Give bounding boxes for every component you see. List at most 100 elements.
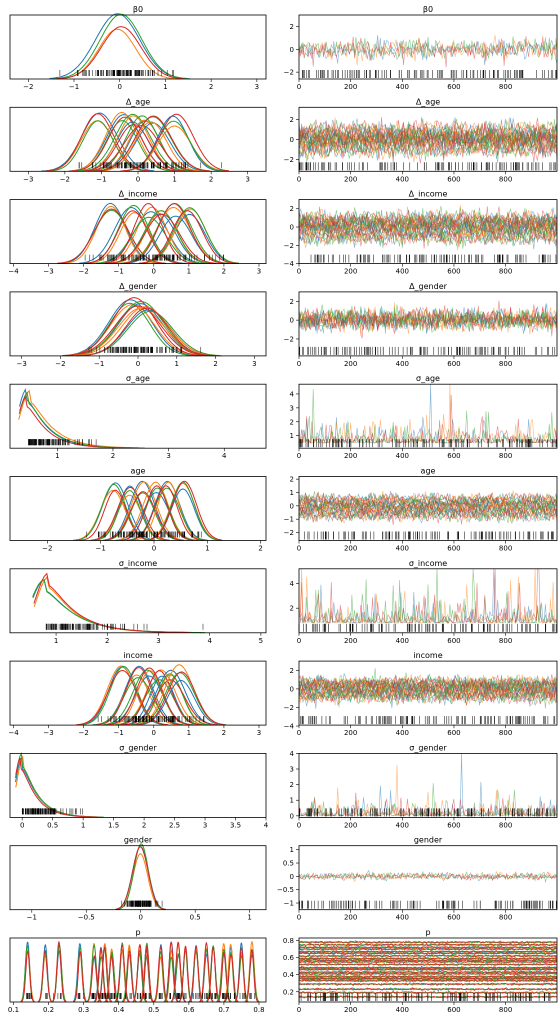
trace-line (299, 956, 557, 961)
trace-lines (299, 490, 557, 525)
trace-xtick-label: 600 (447, 268, 460, 276)
density-curves (49, 13, 190, 80)
trace-line (299, 206, 557, 228)
density-curve (234, 954, 249, 1003)
density-curve (15, 757, 100, 818)
trace-xtick-label: 800 (499, 452, 512, 460)
density-xtick-label: −2 (60, 175, 70, 183)
trace-ytick-label: −4 (284, 723, 295, 731)
trace-ytick-label: 0.2 (283, 988, 294, 996)
density-curves (20, 940, 260, 1003)
density-rug (88, 346, 202, 353)
row-6: σ_income 1 2 3 4 5 σ_income 0 200 400 600 800 2 4 (9, 559, 558, 645)
trace-axes (298, 383, 558, 449)
trace-line (299, 568, 557, 625)
density-xtick-label: −1 (94, 360, 104, 368)
trace-ytick-label: 0 (290, 502, 294, 510)
trace-lines (299, 35, 557, 68)
density-xtick-label: 2 (209, 175, 213, 183)
trace-ytick-label: 2 (290, 781, 294, 789)
trace-line (299, 969, 557, 974)
trace-rug (299, 808, 555, 817)
trace-lines (299, 869, 557, 883)
density-title: Δ_income (119, 190, 158, 199)
trace-xtick-label: 0 (297, 729, 301, 737)
density-xtick-label: 1 (175, 360, 179, 368)
trace-lines (299, 300, 557, 339)
trace-lines (299, 205, 557, 251)
density-xtick-label: −3 (43, 268, 53, 276)
trace-ytick-label: 0 (290, 317, 294, 325)
trace-line (299, 967, 557, 972)
density-title: income (123, 651, 152, 660)
trace-xtick-label: 0 (297, 452, 301, 460)
row-2: Δ_income −4 −3 −2 −1 0 1 2 3 Δ_income 0 200 400 600 80… (8, 190, 558, 276)
trace-xtick-label: 600 (447, 360, 460, 368)
trace-xtick-label: 600 (447, 637, 460, 645)
density-curve (223, 954, 239, 1003)
trace-line (299, 951, 557, 955)
trace-ytick-label: 2 (290, 23, 294, 31)
density-curve (80, 307, 216, 357)
density-axes (9, 845, 267, 911)
density-xtick-label: 0 (152, 729, 156, 737)
trace-xtick-label: 200 (344, 175, 357, 183)
trace-line (299, 568, 557, 624)
density-xtick-label: 3 (203, 821, 207, 829)
trace-ytick-label: 0 (290, 46, 294, 54)
density-xtick-label: −2 (78, 268, 88, 276)
density-xtick-label: 0 (152, 268, 156, 276)
density-curve (51, 943, 67, 1003)
density-xtick-label: 0.3 (78, 1006, 89, 1014)
trace-line (299, 942, 557, 947)
trace-ytick-label: 4 (290, 580, 295, 588)
density-curves (115, 843, 167, 910)
trace-lines (299, 668, 557, 709)
row-1: Δ_age −3 −2 −1 0 1 2 3 Δ_age 0 200 400 600 800 −2 0 2 (9, 97, 558, 183)
trace-ytick-label: 1 (290, 797, 294, 805)
density-xtick-label: 2 (213, 360, 217, 368)
density-xtick-label: −3 (43, 729, 53, 737)
trace-ytick-label: −1 (284, 900, 294, 908)
density-xtick-label: 0 (138, 914, 142, 922)
trace-ytick-label: 0 (290, 812, 294, 820)
trace-xtick-label: 400 (396, 545, 409, 553)
density-xtick-label: 1 (163, 83, 167, 91)
row-7: income −4 −3 −2 −1 0 1 2 3 income 0 200 400 600 800 −4 −… (8, 651, 558, 737)
density-xtick-label: 2 (258, 545, 262, 553)
trace-rug (304, 531, 554, 540)
density-xtick-label: −1 (114, 268, 124, 276)
density-curve (52, 13, 187, 80)
trace-xtick-label: 800 (499, 821, 512, 829)
trace-line (299, 677, 557, 695)
trace-line (299, 35, 557, 66)
density-xtick-label: 4 (222, 452, 227, 460)
trace-line (299, 958, 557, 962)
trace-line (299, 686, 557, 709)
density-xtick-label: 0.2 (43, 1006, 54, 1014)
density-curve (115, 846, 166, 910)
density-curves (32, 572, 205, 634)
trace-line (299, 205, 557, 230)
density-curve (130, 485, 204, 541)
trace-xtick-label: 600 (447, 175, 460, 183)
trace-ytick-label: 0.4 (283, 971, 295, 979)
trace-lines (299, 753, 557, 817)
trace-xtick-label: 800 (499, 729, 512, 737)
density-curve (62, 297, 202, 357)
density-xtick-label: 1 (247, 914, 251, 922)
trace-ytick-label: 4 (290, 390, 295, 398)
trace-ytick-label: 0 (290, 224, 294, 232)
density-xtick-label: 2 (105, 637, 109, 645)
trace-line (299, 668, 557, 693)
trace-xtick-label: 400 (396, 83, 409, 91)
density-xtick-label: 0 (152, 545, 156, 553)
density-xtick-label: −2 (55, 360, 65, 368)
trace-line (299, 117, 557, 144)
density-curve (33, 572, 190, 633)
trace-rug (298, 623, 557, 632)
trace-xtick-label: 200 (344, 83, 357, 91)
density-rug (97, 716, 205, 723)
density-axes (9, 14, 267, 80)
